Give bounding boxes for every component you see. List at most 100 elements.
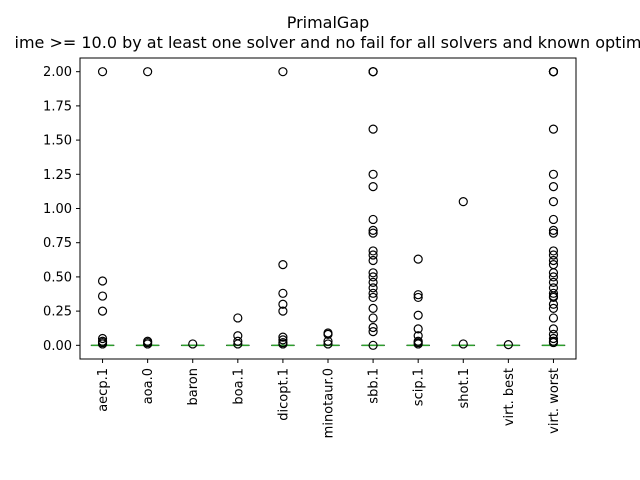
axes-frame bbox=[79, 57, 577, 360]
outlier-point bbox=[368, 292, 378, 303]
outlier-point bbox=[97, 339, 108, 349]
x-tick-label: scip.1 bbox=[412, 368, 427, 406]
outlier-point bbox=[323, 339, 333, 349]
outlier-point bbox=[368, 67, 378, 77]
y-tick-label: 0.50 bbox=[43, 270, 72, 285]
outlier-point bbox=[548, 288, 559, 298]
outlier-point bbox=[278, 299, 288, 309]
outlier-point bbox=[548, 337, 559, 348]
x-tick-label: aoa.0 bbox=[141, 368, 156, 404]
plot-area: 0.00 0.25 0.50 0.75 1.00 1.25 1.50 1.75 2.00 aecp… bbox=[43, 57, 577, 438]
outlier-point bbox=[413, 310, 423, 320]
outlier-point bbox=[143, 339, 153, 349]
outlier-point bbox=[278, 339, 288, 349]
outlier-point bbox=[278, 259, 288, 270]
outlier-point bbox=[548, 250, 559, 260]
outlier-point bbox=[548, 255, 559, 266]
y-tick-label: 0.25 bbox=[43, 305, 72, 320]
outlier-point bbox=[368, 214, 378, 225]
x-tick-label: boa.1 bbox=[231, 368, 246, 405]
outlier-point bbox=[548, 277, 559, 287]
outlier-point bbox=[548, 268, 559, 278]
outlier-point bbox=[548, 228, 559, 238]
outlier-point bbox=[278, 335, 288, 345]
x-tick-label: dicopt.1 bbox=[276, 368, 291, 421]
outlier-point bbox=[368, 283, 378, 293]
y-tick-label: 1.00 bbox=[43, 202, 72, 217]
y-tick-label: 2.00 bbox=[43, 65, 72, 80]
outlier-point bbox=[548, 313, 559, 323]
outlier-point bbox=[368, 225, 378, 235]
outlier-point bbox=[278, 67, 288, 77]
outlier-point bbox=[413, 254, 423, 264]
outlier-point bbox=[548, 246, 559, 256]
outlier-point bbox=[368, 246, 378, 256]
outlier-point bbox=[548, 197, 559, 207]
outlier-point bbox=[503, 340, 513, 350]
outlier-point bbox=[368, 268, 378, 278]
x-tick-label: virt. worst bbox=[547, 368, 562, 434]
outlier-point bbox=[548, 225, 559, 235]
outlier-point bbox=[548, 182, 559, 192]
x-tick-label: minotaur.0 bbox=[322, 368, 337, 438]
outlier-point bbox=[143, 67, 153, 77]
y-tick-label: 1.75 bbox=[43, 99, 72, 114]
outlier-point bbox=[413, 324, 423, 334]
outlier-point bbox=[278, 332, 288, 342]
outlier-point bbox=[413, 290, 423, 300]
outlier-point bbox=[368, 250, 378, 260]
chart-title: PrimalGap bbox=[287, 13, 370, 32]
outlier-point bbox=[368, 169, 378, 179]
x-tick-label: aecp.1 bbox=[96, 368, 111, 412]
outlier-point bbox=[458, 197, 468, 207]
outlier-point bbox=[368, 255, 378, 266]
outlier-point bbox=[548, 214, 559, 225]
outlier-point bbox=[278, 306, 288, 316]
outlier-point bbox=[97, 67, 108, 77]
outlier-point bbox=[548, 292, 559, 303]
outlier-point bbox=[233, 339, 243, 349]
outlier-point bbox=[233, 313, 243, 323]
x-tick-label: sbb.1 bbox=[367, 368, 382, 404]
outlier-point bbox=[97, 291, 108, 301]
outlier-point bbox=[548, 272, 559, 282]
outlier-point bbox=[368, 124, 378, 134]
x-tick-label: shot.1 bbox=[457, 368, 472, 408]
outlier-point bbox=[458, 339, 468, 349]
y-tick-label: 0.00 bbox=[43, 339, 72, 354]
chart-subtitle: ime >= 10.0 by at least one solver and n… bbox=[15, 33, 640, 52]
x-tick-label: baron bbox=[186, 368, 201, 405]
outlier-point bbox=[323, 336, 333, 346]
outlier-point bbox=[548, 67, 559, 77]
outlier-point bbox=[368, 327, 378, 337]
outlier-point bbox=[548, 299, 559, 309]
outlier-point bbox=[548, 324, 559, 334]
outlier-point bbox=[97, 276, 108, 286]
outlier-point bbox=[323, 329, 333, 339]
outlier-point bbox=[233, 336, 243, 346]
outlier-point bbox=[97, 333, 108, 344]
outlier-point bbox=[413, 292, 423, 303]
outlier-point bbox=[97, 306, 108, 316]
x-tick-label: virt. best bbox=[502, 368, 517, 426]
outlier-point bbox=[278, 288, 288, 298]
outlier-point bbox=[188, 339, 198, 349]
outlier-point bbox=[368, 277, 378, 287]
y-tick-label: 0.75 bbox=[43, 236, 72, 251]
y-tick-label: 1.50 bbox=[43, 134, 72, 149]
outlier-point bbox=[368, 303, 378, 313]
outlier-point bbox=[548, 333, 559, 344]
y-tick-label: 1.25 bbox=[43, 168, 72, 183]
outlier-point bbox=[368, 272, 378, 282]
outlier-point bbox=[368, 182, 378, 192]
outlier-point bbox=[548, 303, 559, 313]
outlier-point bbox=[368, 288, 378, 298]
outlier-point bbox=[368, 228, 378, 238]
outlier-point bbox=[368, 313, 378, 323]
outlier-point bbox=[368, 322, 378, 333]
outlier-point bbox=[413, 339, 423, 349]
outlier-point bbox=[548, 124, 559, 134]
outlier-point bbox=[368, 340, 378, 350]
outlier-point bbox=[548, 169, 559, 179]
